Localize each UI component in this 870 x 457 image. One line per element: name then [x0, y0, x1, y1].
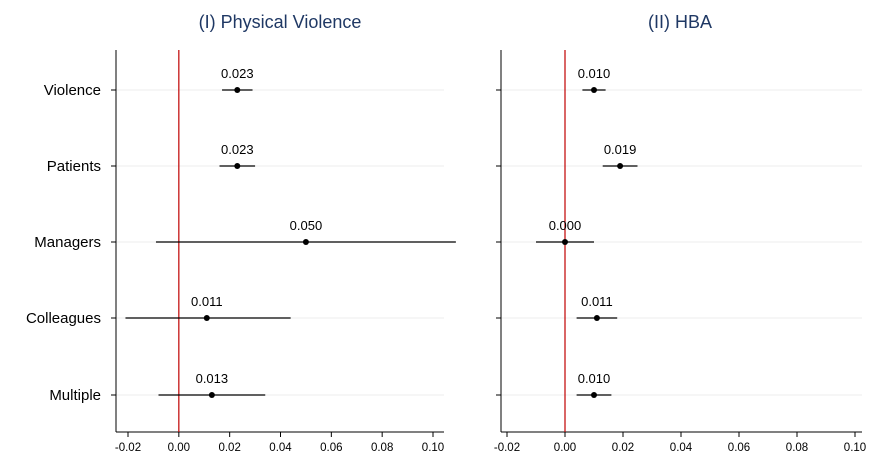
- x-tick-label: 0.10: [844, 442, 866, 454]
- point-estimate: [591, 392, 597, 398]
- x-tick-label: 0.06: [728, 442, 750, 454]
- x-tick-label: -0.02: [115, 442, 141, 454]
- data-label: 0.011: [581, 294, 613, 309]
- x-tick-label: 0.08: [786, 442, 808, 454]
- point-estimate: [234, 163, 241, 169]
- point-estimate: [591, 87, 597, 93]
- point-estimate: [593, 315, 600, 321]
- data-label: 0.050: [290, 218, 323, 233]
- data-label: 0.010: [578, 66, 611, 81]
- data-label: 0.000: [549, 218, 582, 233]
- data-label: 0.010: [578, 371, 611, 386]
- x-tick-label: -0.02: [494, 442, 520, 454]
- x-tick-label: 0.04: [269, 442, 292, 454]
- x-tick-label: 0.00: [168, 442, 190, 454]
- x-tick-label: 0.06: [320, 442, 342, 454]
- category-label: Violence: [44, 82, 101, 99]
- point-estimate: [203, 315, 210, 321]
- category-label: Patients: [47, 158, 101, 175]
- category-label: Managers: [34, 234, 101, 251]
- x-tick-label: 0.00: [554, 442, 576, 454]
- panel-title: (I) Physical Violence: [199, 12, 362, 32]
- x-tick-label: 0.08: [371, 442, 393, 454]
- point-estimate: [562, 239, 568, 245]
- data-label: 0.011: [191, 294, 223, 309]
- point-estimate: [234, 87, 241, 93]
- data-label: 0.019: [604, 142, 637, 157]
- point-estimate: [617, 163, 624, 169]
- data-label: 0.013: [196, 371, 229, 386]
- panel-title: (II) HBA: [648, 12, 712, 32]
- category-label: Colleagues: [26, 310, 101, 327]
- x-tick-label: 0.02: [218, 442, 240, 454]
- data-label: 0.023: [221, 66, 254, 81]
- x-tick-label: 0.04: [670, 442, 693, 454]
- data-label: 0.023: [221, 142, 254, 157]
- point-estimate: [208, 392, 215, 398]
- x-tick-label: 0.10: [422, 442, 444, 454]
- category-label: Multiple: [49, 387, 101, 404]
- point-estimate: [302, 239, 309, 245]
- x-tick-label: 0.02: [612, 442, 634, 454]
